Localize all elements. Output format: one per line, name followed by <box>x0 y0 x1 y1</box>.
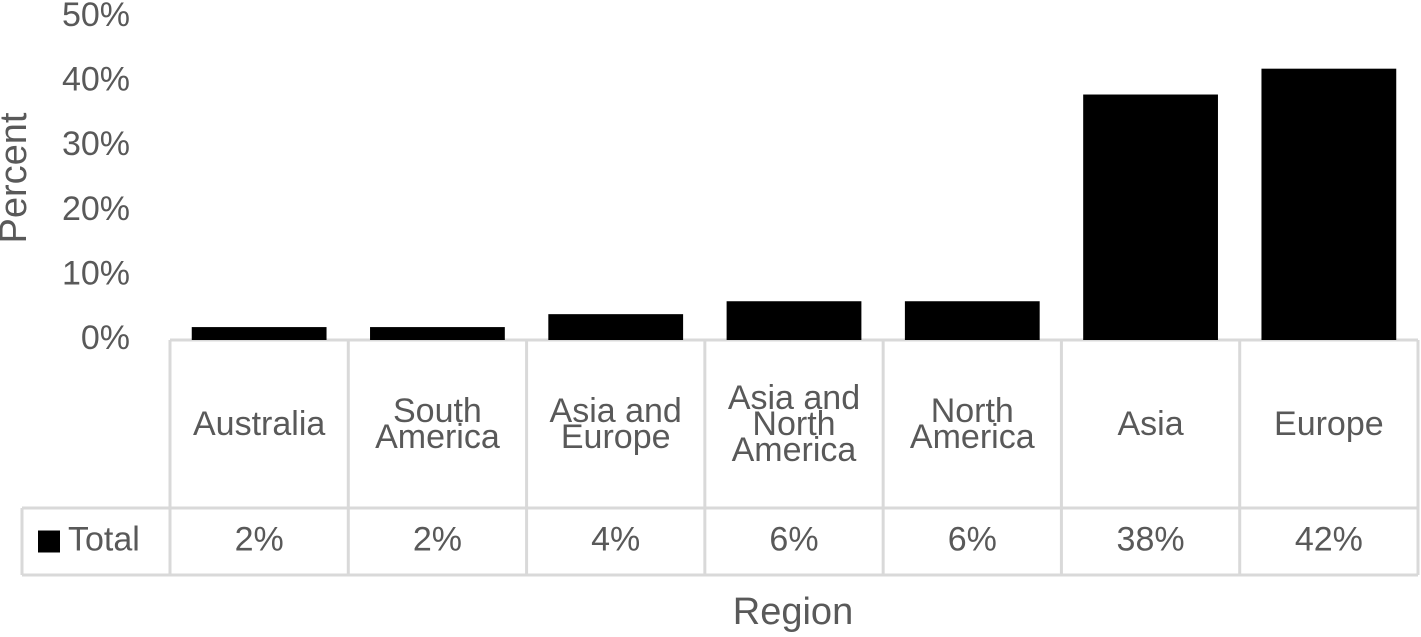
category-cell: Europe <box>1274 405 1384 443</box>
y-tick-label: 20% <box>62 190 130 228</box>
x-tick-label: Europe <box>1274 405 1384 443</box>
bar <box>726 301 862 340</box>
x-tick-label: North America <box>909 392 1035 456</box>
bar <box>370 327 505 340</box>
value-label: 6% <box>769 520 818 558</box>
y-tick-label: 30% <box>62 125 130 163</box>
bar <box>548 314 684 340</box>
y-tick-label: 40% <box>62 61 130 99</box>
x-tick-label: Asia and North America <box>727 379 861 469</box>
category-cell: South America <box>375 392 500 456</box>
category-cell: North America <box>909 392 1035 456</box>
x-tick-label: Asia <box>1117 405 1184 443</box>
x-axis-title: Region <box>733 591 853 633</box>
category-cell: Asia and North America <box>727 379 861 469</box>
y-tick-label: 10% <box>62 254 130 292</box>
bar <box>1261 68 1397 341</box>
category-cell: Australia <box>193 405 326 443</box>
legend-swatch <box>38 530 60 553</box>
value-label: 2% <box>235 520 284 558</box>
value-label: 2% <box>413 520 462 558</box>
bar <box>1083 94 1218 341</box>
bar <box>904 301 1040 340</box>
category-cell: Asia and Europe <box>549 392 682 456</box>
y-tick-label: 50% <box>62 0 130 34</box>
x-tick-label: South America <box>375 392 500 456</box>
y-axis-title: Percent <box>0 112 35 243</box>
legend-label: Total <box>68 520 140 558</box>
x-tick-label: Asia and Europe <box>549 392 682 456</box>
value-label: 38% <box>1117 520 1185 558</box>
bar <box>191 327 327 340</box>
x-tick-label: Australia <box>193 405 326 443</box>
value-label: 4% <box>591 520 640 558</box>
category-cell: Asia <box>1117 405 1184 443</box>
value-label: 42% <box>1295 520 1363 558</box>
value-label: 6% <box>948 520 997 558</box>
y-tick-label: 0% <box>81 319 130 357</box>
